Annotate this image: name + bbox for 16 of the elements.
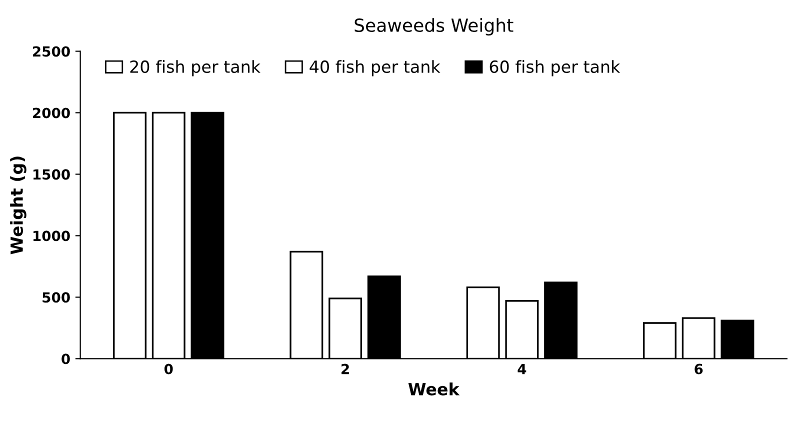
y-tick-label: 500 — [42, 292, 70, 303]
y-tick-label: 2000 — [33, 108, 70, 118]
x-tick-label: 4 — [518, 364, 526, 374]
y-axis-title: Weight (g) — [10, 156, 26, 254]
y-tick-label: 1500 — [33, 169, 70, 180]
x-tick-label: 0 — [164, 364, 173, 374]
x-tick-label: 6 — [694, 364, 703, 374]
legend-label: 20 fish per tank — [130, 60, 260, 76]
chart-title: Seaweeds Weight — [354, 18, 514, 36]
x-axis-title: Week — [408, 382, 460, 396]
x-tick-label: 2 — [342, 364, 349, 374]
y-tick-label: 0 — [62, 354, 70, 364]
y-tick-label: 2500 — [33, 46, 70, 57]
legend-label: 60 fish per tank — [490, 60, 620, 76]
y-tick-label: 1000 — [33, 230, 70, 242]
legend-label: 40 fish per tank — [310, 60, 440, 76]
